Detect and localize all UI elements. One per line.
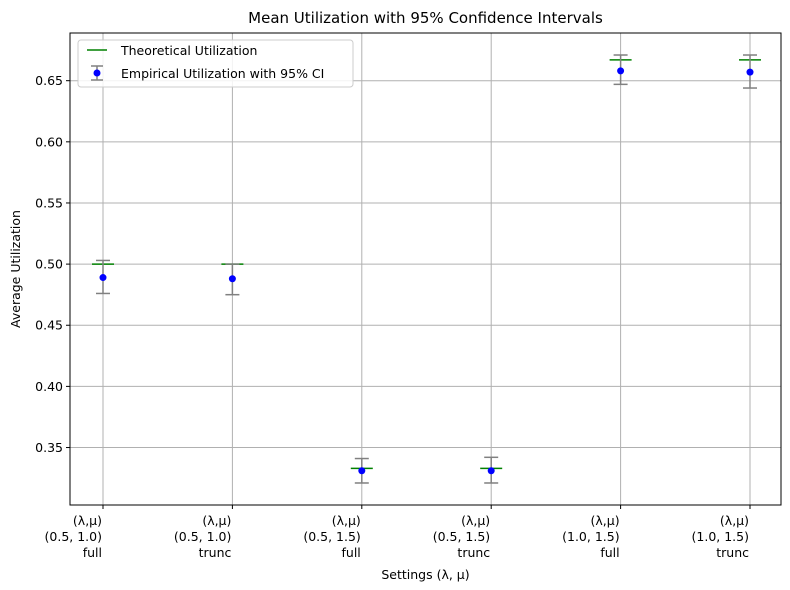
x-tick-label: trunc bbox=[199, 545, 232, 560]
legend: Theoretical Utilization Empirical Utiliza… bbox=[77, 39, 354, 88]
x-tick-label: (0.5, 1.0) bbox=[174, 529, 231, 544]
chart-title: Mean Utilization with 95% Confidence Int… bbox=[248, 9, 603, 27]
x-tick-label: full bbox=[83, 545, 102, 560]
legend-theoretical-label: Theoretical Utilization bbox=[120, 43, 257, 58]
x-tick-label: (0.5, 1.0) bbox=[45, 529, 102, 544]
x-axis-label: Settings (λ, μ) bbox=[381, 567, 469, 582]
empirical-point bbox=[617, 67, 625, 75]
y-tick-label: 0.35 bbox=[35, 440, 63, 455]
y-axis-label: Average Utilization bbox=[8, 210, 23, 328]
x-tick-label: trunc bbox=[457, 545, 490, 560]
y-tick-label: 0.60 bbox=[35, 134, 63, 149]
legend-empirical-swatch bbox=[93, 69, 101, 77]
x-tick-label: (0.5, 1.5) bbox=[433, 529, 490, 544]
x-tick-label: (λ,μ) bbox=[591, 513, 620, 528]
y-tick-label: 0.55 bbox=[35, 195, 63, 210]
x-tick-label: (1.0, 1.5) bbox=[692, 529, 749, 544]
legend-empirical-label: Empirical Utilization with 95% CI bbox=[121, 66, 324, 81]
y-tick-label: 0.65 bbox=[35, 73, 63, 88]
x-tick-label: (λ,μ) bbox=[461, 513, 490, 528]
empirical-point bbox=[358, 467, 366, 475]
plot-frame bbox=[69, 32, 782, 506]
x-tick-label: (1.0, 1.5) bbox=[562, 529, 619, 544]
x-tick-label: (λ,μ) bbox=[720, 513, 749, 528]
x-tick-label: trunc bbox=[716, 545, 749, 560]
legend-box bbox=[77, 39, 354, 88]
empirical-point bbox=[228, 275, 236, 283]
empirical-point bbox=[487, 467, 495, 475]
y-tick-label: 0.50 bbox=[35, 257, 63, 272]
y-tick-label: 0.45 bbox=[35, 318, 63, 333]
marks-layer bbox=[92, 54, 761, 484]
x-tick-label: full bbox=[342, 545, 361, 560]
x-tick-label: (λ,μ) bbox=[332, 513, 361, 528]
x-tick-label: full bbox=[600, 545, 619, 560]
x-tick-label: (λ,μ) bbox=[73, 513, 102, 528]
grid-layer bbox=[70, 33, 781, 505]
axis-layer: (λ,μ)(0.5, 1.0)full(λ,μ)(0.5, 1.0)trunc(… bbox=[35, 73, 751, 560]
y-tick-label: 0.40 bbox=[35, 379, 63, 394]
empirical-point bbox=[746, 68, 754, 76]
x-tick-label: (0.5, 1.5) bbox=[303, 529, 360, 544]
empirical-point bbox=[99, 274, 107, 282]
x-tick-label: (λ,μ) bbox=[202, 513, 231, 528]
